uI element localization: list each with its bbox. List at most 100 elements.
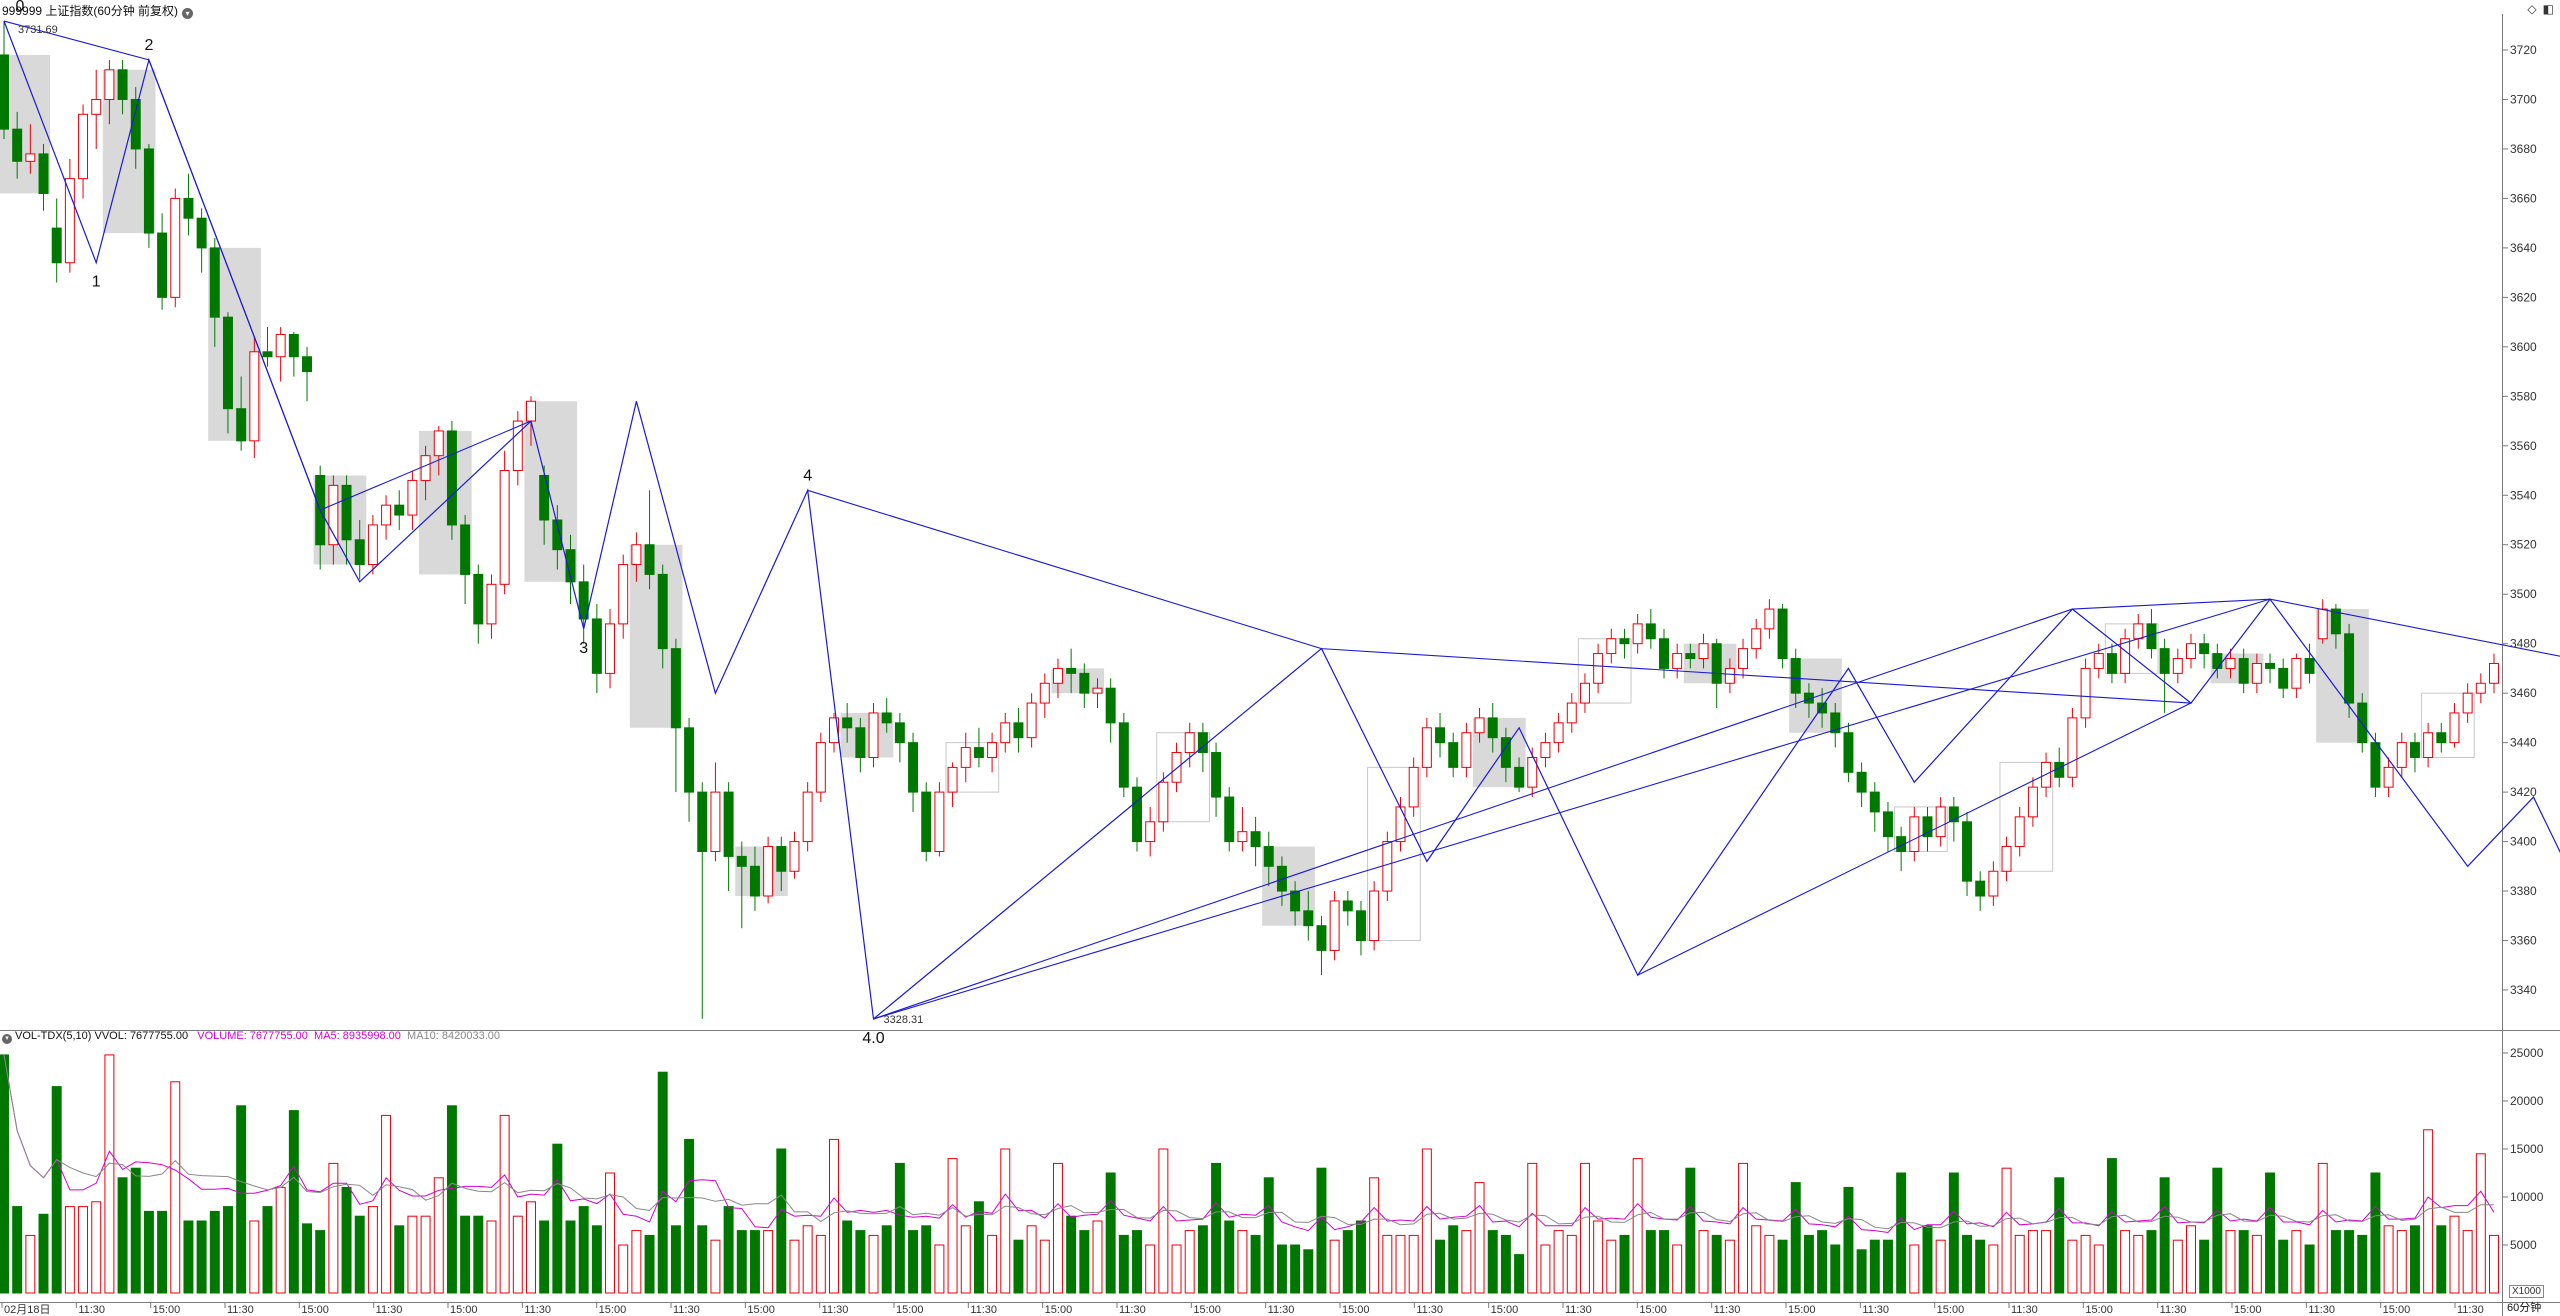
candle-body [1356,910,1366,942]
wave-label: 4 [803,467,812,484]
volume-tick-label: 5000 [2510,1238,2537,1252]
candle-body [644,544,655,575]
volume-bar [684,1138,695,1294]
candle-body [1092,687,1103,694]
candle [2251,653,2262,694]
candle [328,475,339,565]
candle-body [2001,846,2012,872]
candle-body [539,474,550,521]
volume-bar [881,1225,892,1294]
candle [460,515,471,605]
volume-bar [1948,1172,1959,1294]
candle [1724,658,1735,694]
candle-body [2449,712,2460,744]
candle-body [249,351,260,442]
time-tick-label: 11:30 [1714,1304,1741,1316]
volume-bar [749,1230,760,1294]
candle [78,104,89,199]
candle-body [433,430,444,457]
candle-body [1342,900,1353,912]
volume-bar [328,1162,339,1294]
volume-bar [1224,1220,1235,1294]
volume-bar [2027,1230,2038,1294]
candle-body [1843,732,1854,773]
candle-body [2462,692,2473,714]
volume-bar [2423,1129,2434,1294]
candle [0,21,9,140]
candle-body [104,69,115,100]
time-tick-label: 15:00 [1045,1304,1073,1316]
candle-body [1632,623,1643,645]
volume-bar [855,1230,866,1294]
volume-bar [776,1148,787,1294]
volume-bar [2199,1239,2210,1294]
volume-bar [2370,1172,2381,1294]
restore-icon[interactable]: ◧ [2542,2,2554,16]
volume-bar [1039,1239,1050,1294]
candle [1132,777,1142,852]
candle [407,470,418,530]
candle-body [684,727,695,793]
candle [222,312,233,434]
candle-body [473,573,484,625]
chevron-down-icon[interactable]: ▾ [2,1034,12,1044]
candle [2278,658,2289,699]
candle [1579,673,1590,713]
time-tick-label: 15:00 [1937,1304,1965,1316]
volume-bar [2317,1162,2328,1294]
candle-body [1224,796,1235,843]
candle-body [1593,653,1604,684]
chart-title[interactable]: 999999 上证指数(60分钟 前复权) ▾ [2,2,194,19]
volume-bar [2159,1177,2170,1294]
volume-bar [1132,1230,1142,1294]
wave-path [3,20,2560,1021]
volume-bar [1619,1234,1630,1294]
candle-body [1000,722,1011,744]
time-tick-label: 02月18日 [4,1304,50,1316]
grid-frame [0,14,2560,1316]
volume-bar [2146,1230,2157,1294]
candle-body [170,197,181,298]
volume-bars [0,1054,2499,1294]
candle [763,836,774,904]
ma5-value: MA5: 8935998.00 [314,1030,401,1042]
candle-body [2265,662,2276,669]
candle [2462,683,2473,723]
candle [1171,742,1182,793]
ma10-line [3,1054,2494,1230]
volume-bar [1922,1225,1933,1294]
volume-bar [104,1054,115,1294]
candle [433,426,444,476]
period-label[interactable]: 60分钟 [2507,1302,2542,1314]
volume-bar [1026,1225,1037,1294]
candle-body [2344,633,2355,704]
volume-bar [1975,1239,1986,1294]
volume-bar [2462,1230,2473,1294]
candle-body [1487,717,1498,739]
volume-bar [2489,1234,2499,1294]
volume-indicator-name[interactable]: VOL-TDX(5,10) [15,1030,92,1042]
volume-bar [367,1206,378,1294]
candle-body [776,846,787,872]
price-tick-label: 3620 [2510,290,2537,304]
diamond-icon[interactable]: ◇ [2527,2,2537,16]
volume-bar [446,1105,457,1294]
candle-body [236,408,247,442]
vvol-value: VVOL: 7677755.00 [94,1030,189,1042]
volume-bar [815,1234,826,1294]
candle [91,69,102,149]
volume-bar [578,1206,589,1294]
candle-body [1645,623,1656,640]
volume-bar [1369,1177,1380,1294]
volume-bar [723,1206,734,1294]
volume-bar [1593,1220,1604,1294]
volume-bar [1158,1148,1169,1294]
candle-body [78,113,89,180]
chevron-down-icon[interactable]: ▾ [182,8,194,19]
volume-bar [2278,1239,2289,1294]
time-tick-label: 11:30 [1119,1304,1146,1316]
time-tick-label: 11:30 [376,1304,403,1316]
volume-bar [2172,1239,2183,1294]
volume-bar [1197,1225,1208,1294]
